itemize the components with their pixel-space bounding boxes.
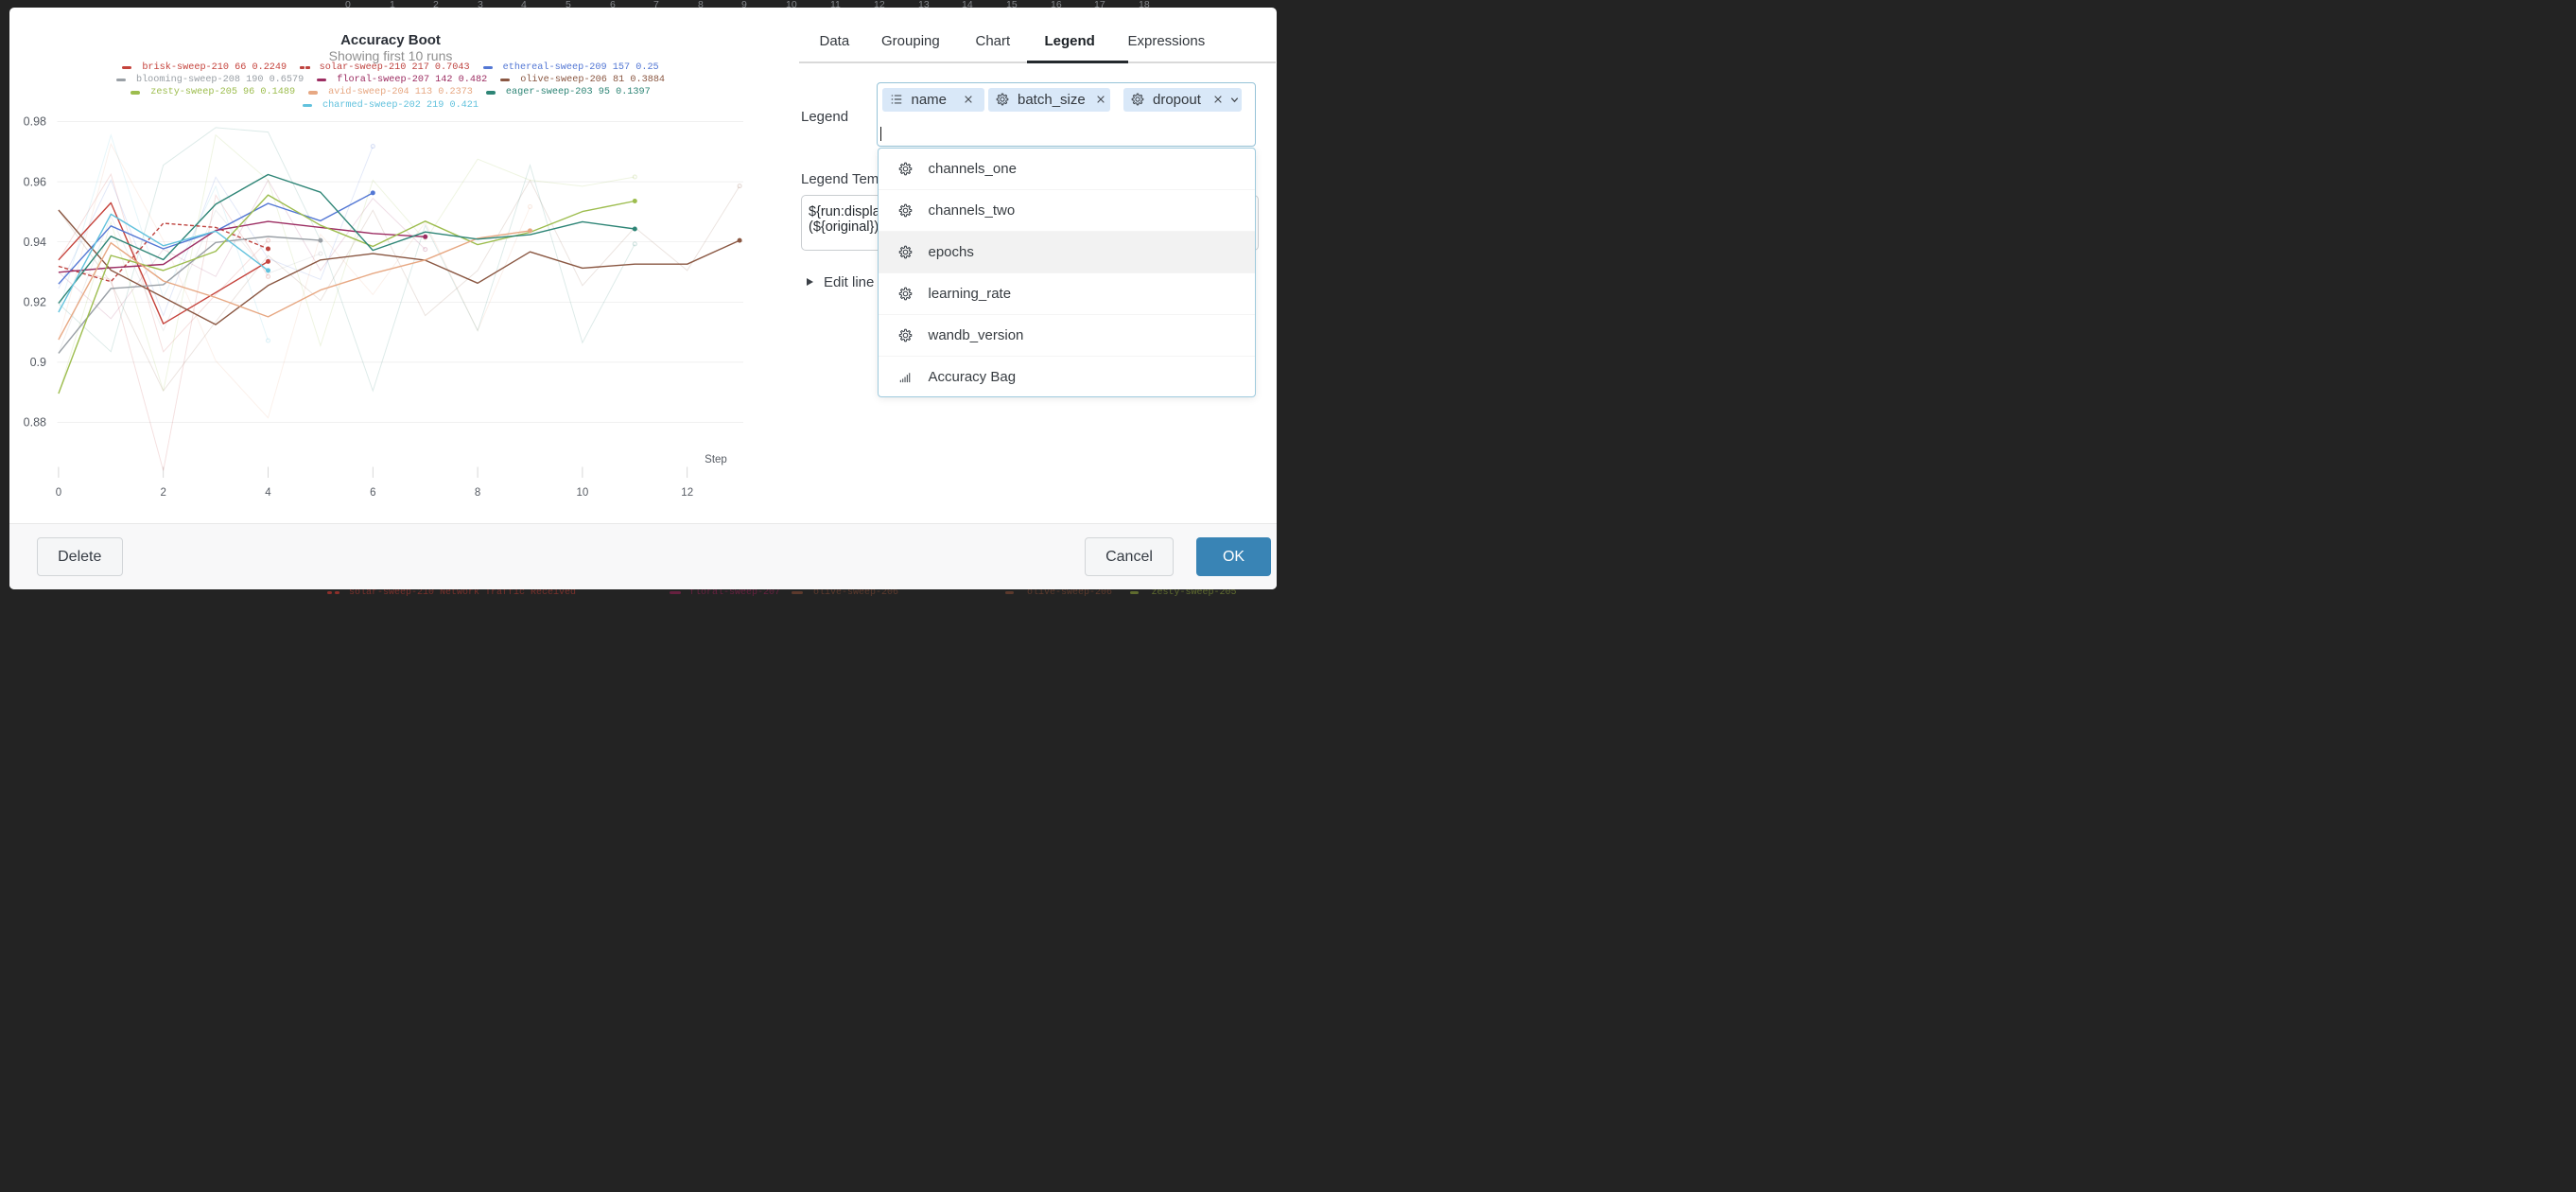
svg-text:10: 10 <box>577 487 589 499</box>
svg-text:2: 2 <box>160 487 165 499</box>
svg-text:0.98: 0.98 <box>24 115 46 129</box>
svg-text:0.88: 0.88 <box>24 416 46 429</box>
svg-text:0.92: 0.92 <box>24 296 46 309</box>
svg-text:0.96: 0.96 <box>24 175 46 188</box>
svg-text:Step: Step <box>705 454 727 465</box>
svg-text:6: 6 <box>370 487 375 499</box>
svg-text:0.9: 0.9 <box>30 356 46 369</box>
svg-text:0.94: 0.94 <box>24 236 46 249</box>
svg-text:8: 8 <box>475 487 480 499</box>
svg-text:12: 12 <box>681 487 693 499</box>
svg-text:4: 4 <box>265 487 271 499</box>
svg-text:0: 0 <box>56 487 61 499</box>
